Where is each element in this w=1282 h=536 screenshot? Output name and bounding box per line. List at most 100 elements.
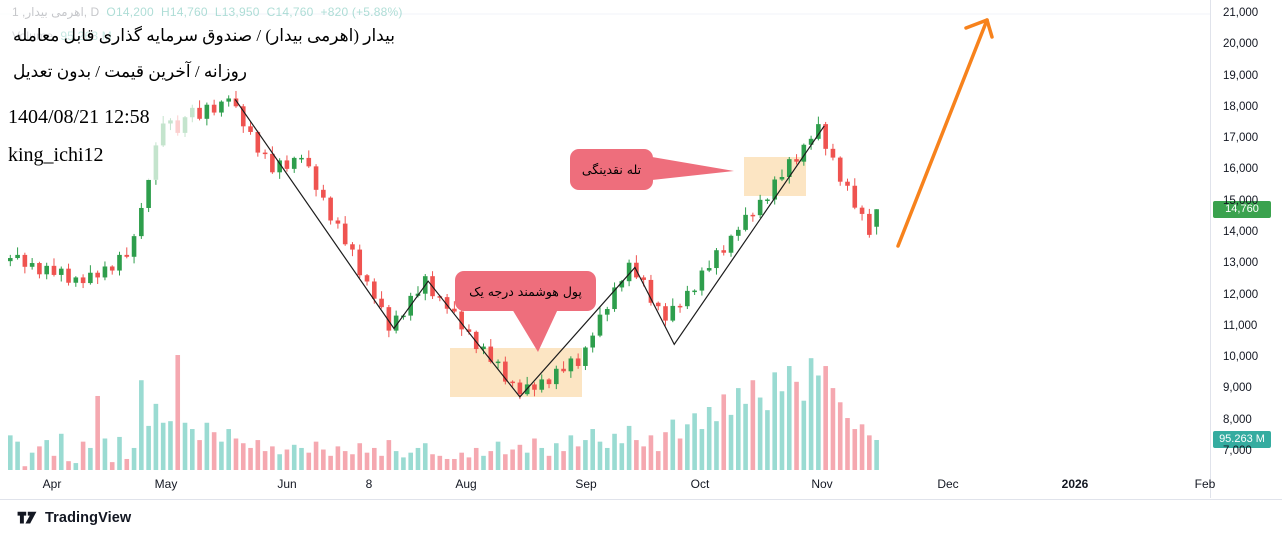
candle-body [546,379,552,385]
callout-pointer[interactable] [512,309,558,352]
annotation-username[interactable]: king_ichi12 [8,144,104,166]
trend-arrow[interactable] [896,18,994,248]
candle-body [692,290,697,293]
chart-legend-ohlc[interactable]: اهرمی بیدار, 1, D O14,200 H14,760 L13,95… [12,5,403,19]
tradingview-logo-link[interactable]: TradingView [16,507,131,529]
time-tick-label: Nov [811,477,833,491]
candle-body [22,254,28,267]
volume-bar [641,446,646,470]
time-axis[interactable]: Apr May Jun 8 Aug Sep Oct Nov Dec 2026 Feb [0,471,1282,498]
volume-layer [8,355,879,470]
volume-bar [626,425,632,470]
trend-arrow-head [985,18,994,39]
legend-symbol[interactable]: اهرمی بیدار, 1, D [12,5,100,19]
candle-body [794,159,799,162]
candle-body [44,265,49,275]
volume-bar [706,407,712,470]
volume-bar [546,455,552,470]
legend-change-value: +820 (+5.88%) [320,5,403,19]
trend-arrow-shaft [896,18,989,248]
volume-bar [335,446,341,470]
candle-body [728,235,734,253]
volume-bar [757,397,763,470]
candle-body [641,277,646,280]
last-price-badge: 14,760 [1213,200,1271,218]
candle-body [393,315,399,331]
annotation-title-line2[interactable]: روزانه / آخرین قیمت / بدون تعدیل [13,62,248,81]
chart-legend-volume[interactable]: Volume 95.263 M [12,29,112,43]
volume-bar [583,440,588,470]
price-tick-label: 11,000 [1223,319,1258,332]
candle-body [503,361,508,382]
candle-body [284,160,290,169]
volume-bar [240,443,246,470]
volume-bar [284,449,290,470]
candle-body [495,361,501,364]
volume-bar [401,457,406,470]
time-tick-label: Oct [690,477,710,491]
price-axis[interactable]: 14,760 95.263 M 21,000 20,000 19,000 18,000… [1210,0,1282,498]
volume-bar [204,422,210,470]
callout-pointer[interactable] [652,157,734,180]
volume-bar [503,454,508,470]
volume-bar [190,429,195,470]
candle-body [88,272,93,284]
price-tick-label: 21,000 [1223,7,1259,19]
highlight-box[interactable] [450,348,582,397]
volume-bar [386,440,392,470]
candle-body [335,220,341,224]
candle-body [801,144,807,162]
price-tick-label: 20,000 [1223,38,1259,51]
volume-bar [262,451,268,470]
volume-bar [342,451,348,470]
legend-open-value: 14,200 [115,5,154,19]
annotation-title-line1[interactable]: بیدار (اهرمی بیدار) / صندوق سرمایه گذاری… [13,26,395,45]
callout-smart-money[interactable]: پول هوشمند درجه یک [455,271,596,311]
candle-body [204,104,210,119]
volume-bar [131,447,137,470]
candle-body [779,177,785,180]
candle-body [867,213,872,235]
candle-body [248,126,253,132]
candle-body [379,298,384,308]
volume-bar [816,375,821,470]
candle-body [437,296,443,298]
volume-bar [867,435,872,470]
candle-body [102,266,108,278]
candle-body [706,268,712,271]
volume-bar [524,452,530,470]
price-tick-label: 17,000 [1223,132,1259,145]
candle-body [481,346,486,350]
volume-bar [786,366,792,470]
zigzag-trendline[interactable] [234,99,825,398]
candle-body [262,152,268,155]
candle-body [619,281,625,288]
volume-bar [772,372,777,470]
volume-bar [139,380,144,470]
volume-bar [29,452,35,470]
candle-body [721,250,727,253]
candle-body [197,107,202,119]
volume-bar [830,388,836,470]
time-tick-label: May [154,477,178,491]
price-tick-label: 15,000 [1223,194,1259,207]
volume-bar [306,452,312,470]
volume-bar [153,403,159,470]
time-tick-label: Feb [1194,477,1216,491]
price-tick-label: 18,000 [1223,100,1259,113]
volume-bar [728,414,734,470]
candle-body [532,384,537,390]
callout-liquidity-trap[interactable]: تله نقدینگی [570,149,653,190]
volume-bar [685,424,690,470]
callout-liquidity-trap-label: تله نقدینگی [581,162,642,177]
annotation-datetime[interactable]: 1404/08/21 12:58 [8,106,150,128]
time-tick-label: Jun [277,477,297,491]
price-tick-label: 7,000 [1223,445,1252,457]
candle-body [823,124,828,149]
candle-body [612,287,617,310]
candle-body [226,98,231,102]
volume-bar [590,429,595,470]
volume-bar [510,449,515,470]
price-tick-label: 19,000 [1223,69,1259,82]
